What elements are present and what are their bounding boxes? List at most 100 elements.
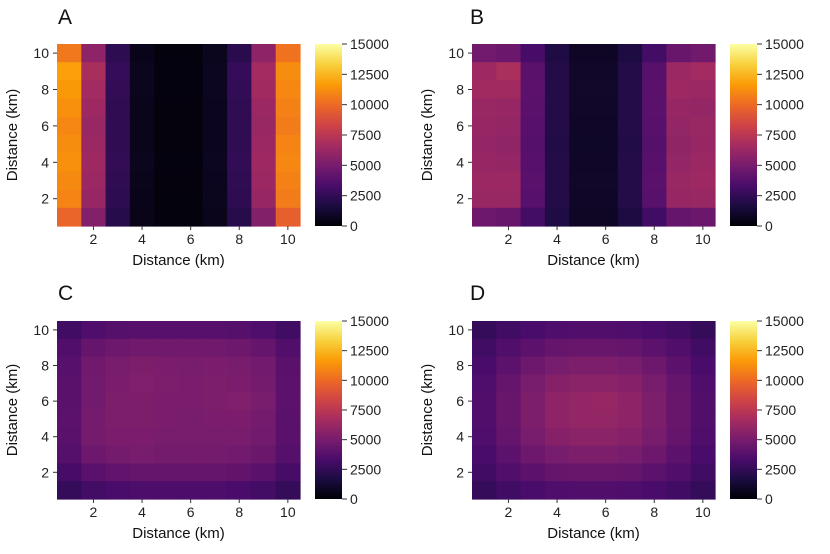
panel-b: B 2 4 6 8 10 2 4 6 8 10 Distance (km) Distance (km) 0… xyxy=(419,6,804,269)
panel-letter: D xyxy=(470,282,485,305)
heatmap-cell xyxy=(202,392,228,411)
heatmap-cell xyxy=(227,98,252,118)
heatmap-cell xyxy=(617,80,643,100)
heatmap-cell xyxy=(154,338,180,358)
heatmap-cell xyxy=(593,481,619,500)
heatmap-cell xyxy=(642,135,667,154)
heatmap-cell xyxy=(129,463,155,482)
heatmap-cell xyxy=(520,62,546,81)
heatmap-cell xyxy=(57,135,82,154)
heatmap-cell xyxy=(251,44,277,63)
heatmap-cell xyxy=(202,62,228,81)
heatmap-cell xyxy=(690,153,716,172)
heatmap-cell xyxy=(275,463,301,482)
colorbar-gradient-bar xyxy=(730,44,757,226)
colorbar-tick-label: 2500 xyxy=(350,188,381,204)
heatmap-cell xyxy=(81,481,107,500)
heatmap-cell xyxy=(154,80,180,100)
heatmap-cell xyxy=(496,189,522,209)
heatmap-cell xyxy=(593,189,619,209)
heatmap-cell xyxy=(275,374,301,393)
heatmap-cell xyxy=(129,189,155,209)
colorbar-tick-label: 0 xyxy=(765,218,773,234)
heatmap-cell xyxy=(642,44,667,63)
heatmap-cell xyxy=(642,356,667,375)
heatmap-cell xyxy=(593,321,619,340)
heatmap-cell xyxy=(666,98,692,118)
heatmap-cell xyxy=(251,153,277,172)
heatmap-cell xyxy=(154,392,180,411)
x-tick-label: 10 xyxy=(695,231,711,247)
heatmap-cell xyxy=(251,481,277,500)
heatmap-cell xyxy=(178,445,204,464)
y-tick-label: 8 xyxy=(41,358,49,374)
heatmap-cell xyxy=(105,392,131,411)
x-tick-label: 10 xyxy=(695,504,711,520)
heatmap-cell xyxy=(472,427,497,447)
heatmap-cell xyxy=(81,98,107,118)
heatmap-cell xyxy=(569,356,595,375)
heatmap-cell xyxy=(251,445,277,464)
heatmap-cell xyxy=(496,463,522,482)
y-tick-label: 10 xyxy=(33,45,49,61)
heatmap-cell xyxy=(227,153,252,172)
heatmap-cell xyxy=(593,374,619,393)
heatmap-cell xyxy=(569,80,595,100)
heatmap-cell xyxy=(544,116,570,136)
heatmap-cell xyxy=(251,392,277,411)
heatmap-cell xyxy=(642,98,667,118)
heatmap-cell xyxy=(227,80,252,100)
heatmap-cell xyxy=(105,321,131,340)
heatmap-cell xyxy=(569,427,595,447)
panel-d: D 2 4 6 8 10 2 4 6 8 10 Distance (km) Distance (km) 0… xyxy=(419,282,804,542)
heatmap-cell xyxy=(178,392,204,411)
heatmap-cell xyxy=(251,374,277,393)
heatmap-cell xyxy=(202,116,228,136)
heatmap-cell xyxy=(227,171,252,191)
heatmap-cell xyxy=(154,463,180,482)
heatmap-cell xyxy=(617,189,643,209)
x-tick-label: 4 xyxy=(138,504,146,520)
heatmap-cell xyxy=(593,135,619,154)
heatmap-cell xyxy=(81,171,107,191)
y-axis-title: Distance (km) xyxy=(419,364,436,457)
heatmap-cell xyxy=(617,356,643,375)
heatmap-cell xyxy=(544,171,570,191)
x-tick-label: 2 xyxy=(90,231,98,247)
heatmap-cell xyxy=(202,153,228,172)
heatmap-cell xyxy=(520,321,546,340)
heatmap-cell xyxy=(227,338,252,358)
heatmap-cell xyxy=(105,207,131,227)
y-tick-label: 2 xyxy=(456,464,464,480)
heatmap-cell xyxy=(520,153,546,172)
heatmap-cell xyxy=(642,338,667,358)
heatmap-cell xyxy=(569,116,595,136)
colorbar-tick-label: 2500 xyxy=(765,461,796,477)
y-axis-title: Distance (km) xyxy=(4,364,21,457)
heatmap-cell xyxy=(154,153,180,172)
colorbar-tick-label: 10000 xyxy=(765,97,804,113)
heatmap-cell xyxy=(202,189,228,209)
heatmap-cell xyxy=(105,80,131,100)
heatmap-cell xyxy=(593,153,619,172)
heatmap-cell xyxy=(227,44,252,63)
y-tick-label: 4 xyxy=(41,429,49,445)
heatmap-cell xyxy=(666,116,692,136)
heatmap-cell xyxy=(81,80,107,100)
heatmap-cell xyxy=(154,116,180,136)
heatmap-cell xyxy=(496,207,522,227)
heatmap-cell xyxy=(666,321,692,340)
y-tick-label: 6 xyxy=(456,118,464,134)
y-tick-label: 8 xyxy=(41,82,49,98)
colorbar-tick-label: 0 xyxy=(765,491,773,507)
heatmap-cell xyxy=(593,207,619,227)
heatmap-cell xyxy=(105,98,131,118)
heatmap-cell xyxy=(105,171,131,191)
heatmap-cell xyxy=(178,338,204,358)
heatmap-cell xyxy=(178,116,204,136)
heatmap-cell xyxy=(202,481,228,500)
heatmap-cell xyxy=(690,80,716,100)
heatmap-cell xyxy=(666,44,692,63)
heatmap-cell xyxy=(251,207,277,227)
heatmap-cell xyxy=(57,80,82,100)
